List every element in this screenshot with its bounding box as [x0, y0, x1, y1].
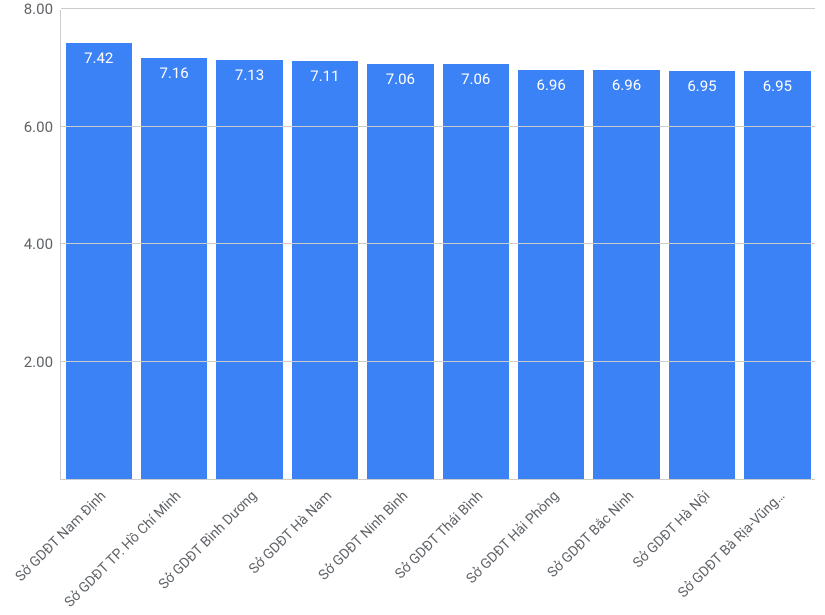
bar-slot: 6.96: [589, 10, 664, 479]
bar: 7.13: [216, 60, 282, 479]
gridline: 6.00: [61, 126, 815, 127]
bar-value-label: 7.16: [159, 64, 188, 82]
bar: 6.95: [744, 71, 810, 479]
y-tick-label: 8.00: [24, 0, 61, 18]
bar-slot: 7.42: [61, 10, 136, 479]
bar-slot: 7.11: [287, 10, 362, 479]
bar-value-label: 7.42: [84, 49, 113, 67]
bar-slot: 7.06: [438, 10, 513, 479]
x-axis-labels: Sở GDĐT Nam ĐịnhSở GDĐT TP. Hồ Chí MinhS…: [60, 482, 815, 612]
bar: 7.16: [141, 58, 207, 479]
bar-value-label: 6.96: [612, 76, 641, 94]
bar-slot: 7.16: [136, 10, 211, 479]
bar-chart: 7.42 7.16 7.13 7.11 7.06 7.06 6.96 6.96 6.95 6.95…: [0, 0, 825, 615]
bar-value-label: 7.11: [310, 67, 339, 85]
bar-slot: 7.13: [212, 10, 287, 479]
bar-value-label: 6.96: [537, 76, 566, 94]
y-tick-label: 4.00: [24, 235, 61, 253]
bar: 7.11: [292, 61, 358, 479]
bar-slot: 7.06: [363, 10, 438, 479]
bar-value-label: 7.06: [461, 70, 490, 88]
y-tick-label: 2.00: [24, 353, 61, 371]
bar: 7.42: [66, 43, 132, 479]
bars-container: 7.42 7.16 7.13 7.11 7.06 7.06 6.96 6.96 6.95 6.95: [61, 10, 815, 479]
gridline: 8.00: [61, 8, 815, 9]
bar: 6.96: [518, 70, 584, 479]
bar-slot: 6.95: [664, 10, 739, 479]
x-label-slot: Sở GDĐT Bà Rịa-Vũng…: [740, 482, 816, 612]
bar-value-label: 6.95: [687, 77, 716, 95]
bar-slot: 6.96: [513, 10, 588, 479]
bar: 6.96: [593, 70, 659, 479]
gridline: 2.00: [61, 361, 815, 362]
plot-area: 7.42 7.16 7.13 7.11 7.06 7.06 6.96 6.96 6.95 6.95…: [60, 10, 815, 480]
bar: 6.95: [669, 71, 735, 479]
bar-value-label: 7.06: [386, 70, 415, 88]
bar-value-label: 7.13: [235, 66, 264, 84]
bar-slot: 6.95: [740, 10, 815, 479]
gridline: 4.00: [61, 243, 815, 244]
y-tick-label: 6.00: [24, 118, 61, 136]
bar-value-label: 6.95: [763, 77, 792, 95]
